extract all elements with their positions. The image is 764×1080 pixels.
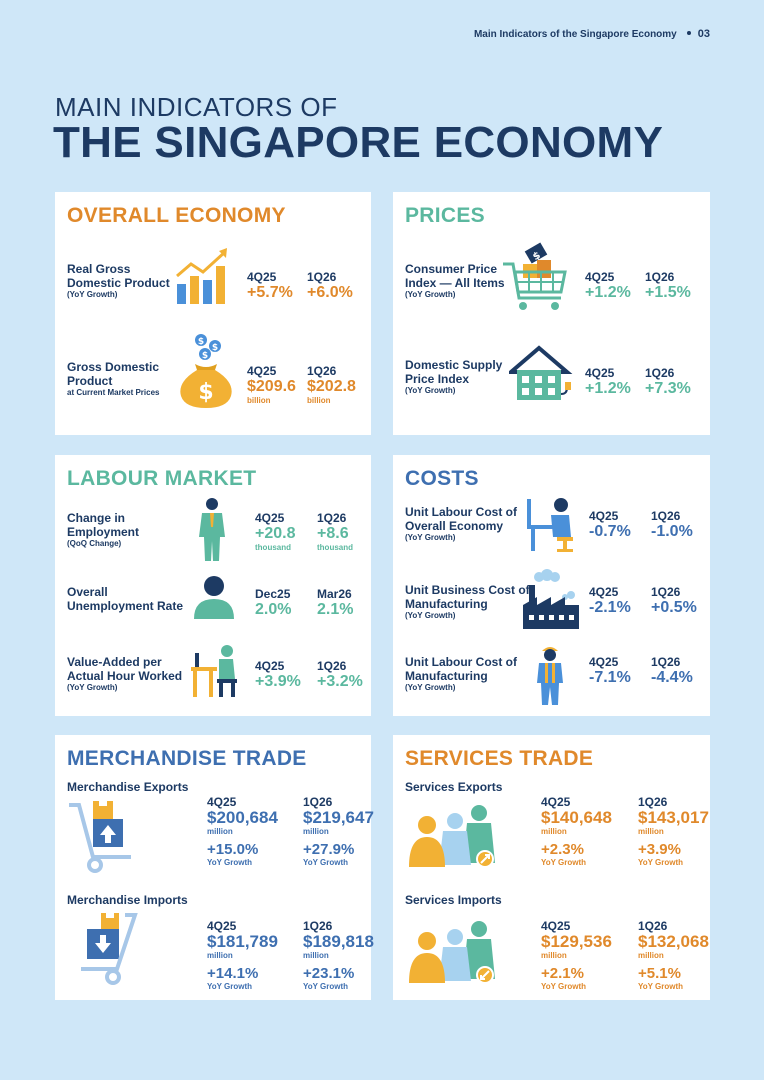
labour-market-title: LABOUR MARKET (67, 467, 257, 490)
section-name: Main Indicators of the Singapore Economy (473, 29, 677, 40)
cpi-row: Consumer Price Index — All Items (YoY Gro… (393, 242, 710, 312)
value-added-label: Value-Added per Actual Hour Worked (YoY G… (67, 655, 183, 692)
ulc-mfg-1q26: 1Q26 -4.4% (651, 655, 693, 686)
costs-title: COSTS (405, 467, 479, 490)
employment-label: Change in Employment (QoQ Change) (67, 511, 140, 548)
ubc-mfg-row: Unit Business Cost of Manufacturing (YoY … (393, 569, 710, 629)
ubc-mfg-label: Unit Business Cost of Manufacturing (YoY … (405, 583, 530, 620)
people-import-icon (409, 921, 495, 984)
real-gdp-row: Real Gross Domestic Product (YoY Growth) … (55, 248, 371, 312)
nominal-gdp-row: Gross Domestic Product at Current Market … (55, 334, 371, 410)
real-gdp-4q25: 4Q25 +5.7% (247, 270, 293, 301)
services-exports-1q26: 1Q26 $143,017 million +3.9% YoY Growth (638, 795, 709, 867)
services-exports-4q25: 4Q25 $140,648 million +2.3% YoY Growth (541, 795, 612, 867)
svg-text:$: $ (531, 250, 543, 263)
real-gdp-label: Real Gross Domestic Product (YoY Growth) (67, 262, 170, 299)
services-imports-4q25: 4Q25 $129,536 million +2.1% YoY Growth (541, 919, 612, 991)
page-title-line1: MAIN INDICATORS OF (55, 92, 338, 122)
running-header: Main Indicators of the Singapore Economy… (474, 28, 710, 40)
bar-chart-icon (176, 248, 227, 304)
services-imports-1q26: 1Q26 $132,068 million +5.1% YoY Growth (638, 919, 709, 991)
ulc-overall-4q25: 4Q25 -0.7% (589, 509, 631, 540)
shopping-cart-icon: $ (503, 242, 567, 310)
money-bag-icon: $ $ $ $ (180, 334, 232, 408)
value-added-1q26: 1Q26 +3.2% (317, 659, 363, 690)
ulc-overall-1q26: 1Q26 -1.0% (651, 509, 693, 540)
labour-market-panel: LABOUR MARKET Change in Employment (QoQ C… (55, 455, 371, 716)
unemployment-row: Overall Unemployment Rate Dec25 2.0% Mar2… (55, 576, 371, 625)
unemployment-mar26: Mar26 2.1% (317, 587, 354, 618)
factory-icon (523, 569, 579, 629)
dspi-1q26: 1Q26 +7.3% (645, 366, 691, 397)
svg-text:$: $ (198, 337, 204, 347)
costs-panel: COSTS Unit Labour Cost of Overall Economy… (393, 455, 710, 716)
merchandise-trade-panel: MERCHANDISE TRADE Merchandise Exports 4Q… (55, 735, 374, 1000)
svg-text:$: $ (198, 380, 213, 405)
ulc-overall-label: Unit Labour Cost of Overall Economy (YoY … (405, 505, 517, 542)
cpi-label: Consumer Price Index — All Items (YoY Gro… (405, 262, 505, 299)
employment-4q25: 4Q25 +20.8 thousand (255, 511, 296, 552)
services-imports-label: Services Imports (405, 893, 502, 907)
ubc-mfg-4q25: 4Q25 -2.1% (589, 585, 631, 616)
unemployment-label: Overall Unemployment Rate (67, 585, 184, 613)
cpi-4q25: 4Q25 +1.2% (585, 270, 631, 301)
ulc-mfg-row: Unit Labour Cost of Manufacturing (YoY Gr… (393, 647, 710, 705)
nominal-gdp-4q25: 4Q25 $209.6 billion (247, 364, 296, 405)
merch-exports-4q25: 4Q25 $200,684 million +15.0% YoY Growth (207, 795, 278, 867)
ulc-overall-row: Unit Labour Cost of Overall Economy (YoY … (393, 498, 710, 552)
employment-1q26: 1Q26 +8.6 thousand (317, 511, 353, 552)
house-plug-icon (509, 345, 573, 400)
merch-imports-1q26: 1Q26 $189,818 million +23.1% YoY Growth (303, 919, 374, 991)
merch-imports-label: Merchandise Imports (67, 893, 188, 907)
merchandise-trade-title: MERCHANDISE TRADE (67, 747, 307, 770)
overall-economy-title: OVERALL ECONOMY (67, 204, 286, 227)
ubc-mfg-1q26: 1Q26 +0.5% (651, 585, 697, 616)
people-export-icon (409, 805, 495, 868)
hand-truck-up-icon (69, 801, 131, 873)
nominal-gdp-1q26: 1Q26 $202.8 billion (307, 364, 356, 405)
merch-exports-label: Merchandise Exports (67, 780, 189, 794)
page-number: 03 (697, 28, 710, 40)
value-added-row: Value-Added per Actual Hour Worked (YoY G… (55, 645, 371, 697)
hand-truck-down-icon (81, 913, 138, 985)
merch-imports-4q25: 4Q25 $181,789 million +14.1% YoY Growth (207, 919, 278, 991)
cpi-1q26: 1Q26 +1.5% (645, 270, 691, 301)
overall-economy-panel: OVERALL ECONOMY Real Gross Domestic Produ… (55, 192, 371, 435)
desk-worker-icon (191, 645, 237, 697)
dspi-4q25: 4Q25 +1.2% (585, 366, 631, 397)
ulc-mfg-4q25: 4Q25 -7.1% (589, 655, 631, 686)
office-worker-icon (527, 498, 573, 552)
services-trade-title: SERVICES TRADE (405, 747, 594, 770)
real-gdp-1q26: 1Q26 +6.0% (307, 270, 353, 301)
ulc-mfg-label: Unit Labour Cost of Manufacturing (YoY Gr… (405, 655, 517, 692)
worker-icon (199, 498, 225, 561)
prices-title: PRICES (405, 204, 485, 227)
separator-dot (686, 31, 691, 35)
dspi-row: Domestic Supply Price Index (YoY Growth) … (393, 345, 710, 408)
employment-row: Change in Employment (QoQ Change) 4Q25 +2… (55, 498, 371, 561)
person-icon (194, 576, 234, 619)
services-exports-label: Services Exports (405, 780, 503, 794)
svg-text:$: $ (212, 343, 218, 353)
page-title-line2: THE SINGAPORE ECONOMY (53, 118, 664, 167)
services-trade-panel: SERVICES TRADE Services Exports 4Q25 $14… (393, 735, 710, 1000)
prices-panel: PRICES Consumer Price Index — All Items (… (393, 192, 710, 435)
merch-exports-1q26: 1Q26 $219,647 million +27.9% YoY Growth (303, 795, 374, 867)
nominal-gdp-label: Gross Domestic Product at Current Market … (67, 360, 160, 397)
value-added-4q25: 4Q25 +3.9% (255, 659, 301, 690)
svg-text:$: $ (202, 351, 208, 361)
dspi-label: Domestic Supply Price Index (YoY Growth) (405, 358, 503, 395)
factory-worker-icon (537, 647, 563, 705)
unemployment-dec25: Dec25 2.0% (255, 587, 292, 618)
